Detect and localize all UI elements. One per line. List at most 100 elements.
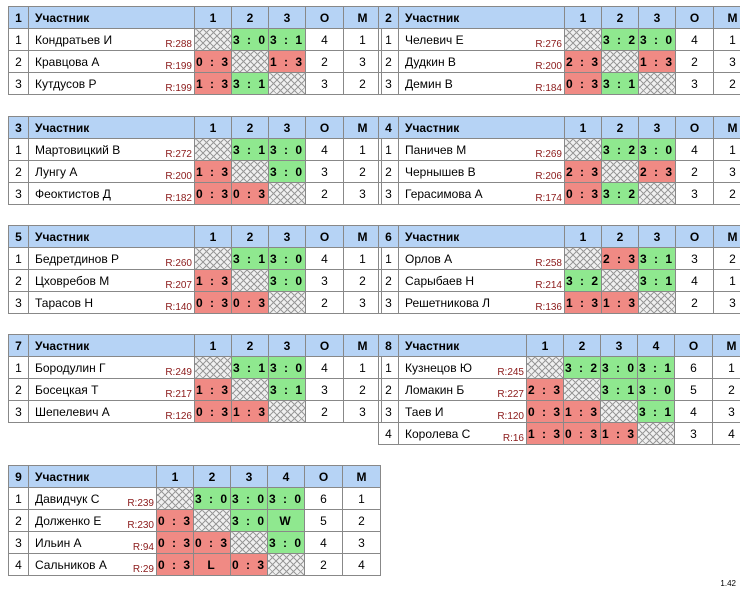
player-name: Босецкая Т (35, 382, 99, 397)
player-number: 1 (378, 138, 399, 161)
opponent-column-header: 3 (638, 225, 676, 248)
player-name: Сарыбаев Н (405, 273, 475, 288)
self-cell (601, 160, 639, 183)
points-cell: 2 (675, 160, 714, 183)
opponent-column-header: 3 (268, 6, 306, 29)
player-number: 3 (8, 291, 29, 314)
player-cell: Орлов А R:258 (398, 247, 565, 270)
score-cell-win: 3 : 2 (563, 356, 601, 379)
score-cell-loss: 2 : 3 (564, 160, 602, 183)
score-cell-win: 3 : 1 (637, 400, 675, 423)
points-cell: 3 (675, 182, 714, 205)
place-cell: 3 (343, 400, 382, 423)
player-cell: Паничев М R:269 (398, 138, 565, 161)
place-cell: 1 (343, 247, 382, 270)
player-cell: Бедретдинов Р R:260 (28, 247, 195, 270)
place-cell: 1 (343, 356, 382, 379)
player-name: Ломакин Б (405, 382, 465, 397)
self-cell (231, 378, 269, 401)
player-name: Челевич Е (405, 32, 464, 47)
player-number: 1 (8, 487, 29, 510)
score-cell-win: 3 : 0 (638, 138, 676, 161)
points-cell: 3 (305, 72, 344, 95)
score-cell-win: 3 : 1 (268, 28, 306, 51)
score-cell-win: 3 : 1 (637, 356, 675, 379)
self-cell (268, 182, 306, 205)
self-cell (637, 422, 675, 445)
self-cell (268, 291, 306, 314)
player-cell: Кравцова А R:199 (28, 50, 195, 73)
score-cell-win: 3 : 0 (268, 138, 306, 161)
opponent-column-header: 1 (194, 334, 232, 357)
player-number: 2 (378, 160, 399, 183)
participant-header: Участник (398, 334, 527, 357)
player-cell: Демин В R:184 (398, 72, 565, 95)
group-header-row: 4 Участник 1 2 3 О М (378, 116, 740, 139)
score-cell-loss: 0 : 3 (156, 553, 194, 576)
group-number: 4 (378, 116, 399, 139)
self-cell (564, 28, 602, 51)
player-name: Феоктистов Д (35, 186, 111, 201)
opponent-column-header: 3 (638, 6, 676, 29)
place-cell: 3 (713, 160, 740, 183)
score-cell-loss: 0 : 3 (526, 400, 564, 423)
group-header-row: 9 Участник 1 2 3 4 О М (8, 465, 381, 488)
player-number: 1 (8, 138, 29, 161)
player-name: Тарасов Н (35, 295, 93, 310)
player-number: 1 (8, 28, 29, 51)
player-rating: R:214 (535, 280, 562, 291)
version-label: 1.42 (720, 579, 736, 588)
points-cell: 3 (305, 269, 344, 292)
score-cell-loss: 0 : 3 (194, 50, 232, 73)
score-cell-loss: 0 : 3 (564, 182, 602, 205)
score-cell-win: 3 : 0 (267, 487, 305, 510)
player-number: 1 (378, 247, 399, 270)
group-header-row: 6 Участник 1 2 3 О М (378, 225, 740, 248)
group-number: 7 (8, 334, 29, 357)
place-cell: 3 (712, 400, 740, 423)
player-rating: R:120 (497, 411, 524, 422)
score-cell-win: 3 : 1 (231, 247, 269, 270)
player-rating: R:199 (165, 83, 192, 94)
points-header: О (674, 334, 713, 357)
player-number: 4 (8, 553, 29, 576)
place-cell: 3 (342, 531, 381, 554)
points-header: О (675, 116, 714, 139)
score-cell-loss: 1 : 3 (638, 50, 676, 73)
player-rating: R:276 (535, 39, 562, 50)
self-cell (601, 50, 639, 73)
place-cell: 2 (713, 182, 740, 205)
player-number: 2 (8, 50, 29, 73)
player-cell: Долженко Е R:230 (28, 509, 157, 532)
player-rating: R:199 (165, 61, 192, 72)
player-number: 2 (8, 269, 29, 292)
player-rating: R:245 (497, 367, 524, 378)
points-cell: 3 (305, 378, 344, 401)
player-rating: R:174 (535, 193, 562, 204)
place-cell: 3 (343, 50, 382, 73)
player-name: Герасимова А (405, 186, 483, 201)
player-name: Сальников А (35, 557, 107, 572)
points-header: О (305, 334, 344, 357)
player-cell: Мартовицкий В R:272 (28, 138, 195, 161)
player-name: Кравцова А (35, 54, 100, 69)
score-cell-win: 3 : 2 (601, 138, 639, 161)
points-header: О (305, 225, 344, 248)
player-rating: R:94 (132, 542, 154, 553)
player-cell: Ильин А R:94 (28, 531, 157, 554)
score-cell-loss: 1 : 3 (194, 378, 232, 401)
player-cell: Феоктистов Д R:182 (28, 182, 195, 205)
self-cell (638, 72, 676, 95)
player-rating: R:200 (165, 171, 192, 182)
score-cell-loss: 1 : 3 (563, 400, 601, 423)
self-cell (526, 356, 564, 379)
place-header: М (713, 116, 740, 139)
